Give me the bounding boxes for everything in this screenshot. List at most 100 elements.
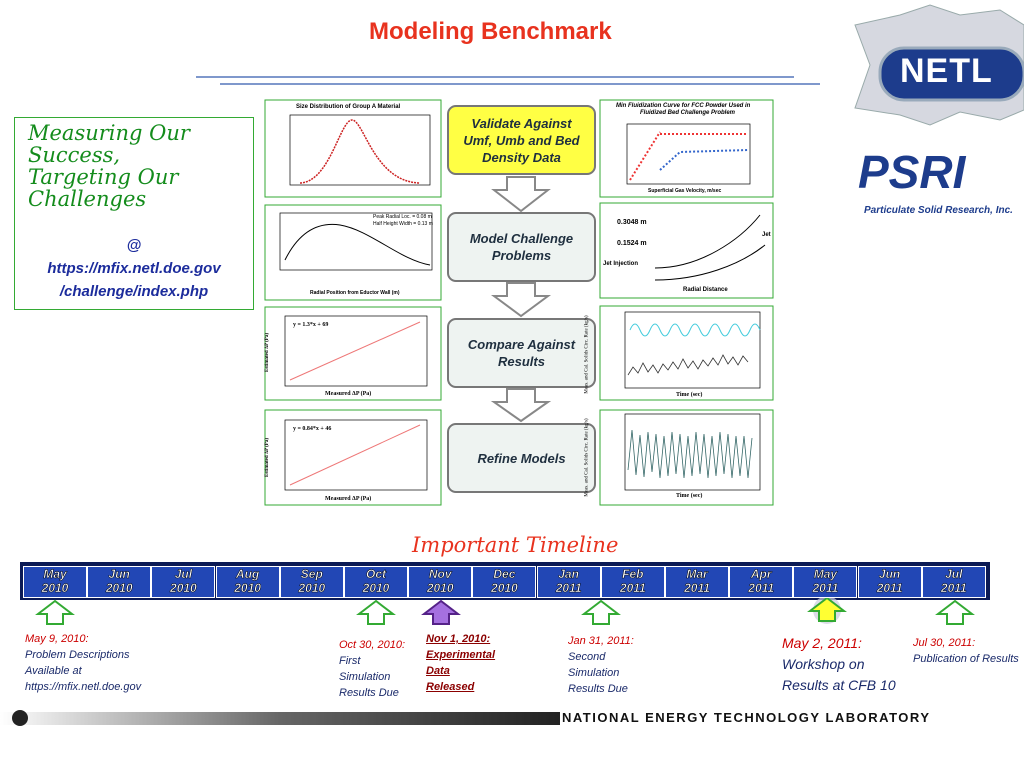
month-cell: Oct 2010 [344,566,408,598]
month-cell: May 2010 [23,566,87,598]
month-cell: Dec 2010 [472,566,537,598]
sidebar-heading: Success, [28,143,121,167]
month-year: 2011 [748,581,775,596]
footer-lab: NATIONAL ENERGY TECHNOLOGY LABORATORY [562,710,931,725]
panel-label: y = 1.3*x + 69 [293,322,329,328]
event-line: Data [426,665,450,677]
month-name: Jun [878,567,901,582]
month-year: 2011 [876,581,903,596]
month-year: 2010 [426,581,454,596]
month-year: 2011 [940,581,967,596]
panel-label: Radial Position from Eductor Wall (m) [310,290,400,296]
event-line: Available at [25,665,82,677]
panel-label: Radial Distance [683,287,728,293]
month-name: May [43,567,67,582]
month-year: 2010 [491,581,518,596]
event-line: Simulation [568,667,620,679]
panel-label: Jet [762,232,771,238]
month-cell: Jun 2010 [87,566,152,598]
month-cell: Sep 2010 [279,566,344,598]
month-cell: Jan 2011 [536,566,601,598]
event-line: Results at CFB 10 [782,677,896,693]
timeline-title: Important Timeline [412,533,619,557]
month-name: May [813,567,838,582]
month-year: 2011 [684,581,710,596]
panel-label: Measured ΔP (Pa) [325,391,372,397]
sidebar-heading: Measuring Our [28,121,190,145]
month-year: 2011 [812,581,839,596]
month-cell: Apr 2011 [729,566,794,598]
flow-box: Model Challenge Problems [447,212,596,282]
event-date: Oct 30, 2010: [339,639,406,651]
event-date: Jul 30, 2011: [913,637,976,649]
month-name: Aug [235,567,260,582]
month-name: Jun [108,567,130,582]
month-year: 2010 [298,581,326,596]
event-line: Problem Descriptions [25,649,130,661]
panel-label: 0.3048 m [617,219,647,226]
netl-logo: NETL [900,52,993,90]
panel-label: Meas. and Cal. Solids Circ. Rate (kg/s) [584,315,590,394]
panel-label: Size Distribution of Group A Material [296,104,401,110]
month-year: 2011 [619,581,646,596]
month-name: Dec [493,567,516,582]
event-date: Jan 31, 2011: [568,635,634,647]
event-line: First [339,655,361,667]
event: Oct 30, 2010: First Simulation Results Due [339,637,405,701]
psri-logo: PSRI [858,146,966,198]
panel-label: Time (sec) [676,493,703,499]
panel-label: Measured ΔP (Pa) [325,496,372,502]
event: Nov 1, 2010: Experimental Data Released [426,631,495,695]
month-name: Nov [428,567,452,582]
psri-name: Particulate Solid Research, Inc. [864,205,1013,216]
event: Jan 31, 2011: Second Simulation Results Due [568,633,634,697]
panel-label: Min Fluidization Curve for FCC Powder Us… [616,103,751,109]
month-name: Feb [622,567,644,582]
sidebar-box [14,117,254,310]
month-cell: Aug 2010 [215,566,280,598]
month-year: 2010 [41,581,69,596]
month-cell: Nov 2010 [408,566,473,598]
month-year: 2011 [555,581,582,596]
month-name: Jul [174,567,193,582]
flow-box: Validate Against Umf, Umb and Bed Densit… [447,105,596,175]
panel-label: Peak Radial Loc. = 0.08 m [373,214,432,220]
panel-label: Superficial Gas Velocity, m/sec [648,188,722,194]
event-line: Released [426,681,475,693]
panel-label: Estimated ΔP (Pa) [264,438,270,477]
month-name: Jan [558,567,579,582]
month-cell: May 2011 [793,566,858,598]
month-year: 2010 [362,581,390,596]
panel-label: Meas. and Cal. Solids Circ. Rate (kg/s) [584,418,590,497]
sidebar-heading: Targeting Our [28,165,179,189]
month-year: 2010 [234,581,261,596]
event-line: Workshop on [782,656,865,672]
event: May 2, 2011: Workshop on Results at CFB 10 [782,633,896,696]
month-cell: Mar 2011 [665,566,729,598]
event-date: May 2, 2011: [782,635,862,651]
event: May 9, 2010: Problem Descriptions Availabl… [25,631,141,695]
panel-label: Estimated ΔP (Pa) [264,333,270,372]
event-line: https://mfix.netl.doe.gov [25,681,142,693]
month-name: Apr [750,567,772,582]
panel-label: Half Height Width = 0.13 m [373,221,433,227]
flow-box: Refine Models [447,423,596,493]
flow-box: Compare Against Results [447,318,596,388]
event-date: Nov 1, 2010: [426,633,491,645]
sidebar-heading: Challenges [28,187,147,211]
panel-label: y = 0.84*x + 46 [293,426,332,432]
panel-label: Fluidized Bed Challenge Problem [640,110,736,116]
month-cell: Feb 2011 [600,566,665,598]
sidebar-url: /challenge/index.php [59,283,209,300]
panel-label: Jet Injection [603,261,639,267]
sidebar-url: https://mfix.netl.doe.gov [47,260,221,277]
month-name: Jul [945,567,963,582]
panel-label: 0.1524 m [617,240,647,247]
event-line: Second [568,651,606,663]
event-line: Results Due [568,683,628,695]
event: Jul 30, 2011: Publication of Results [913,635,1019,667]
event-line: Publication of Results [913,653,1019,665]
month-year: 2010 [105,581,133,596]
event-line: Results Due [339,687,399,699]
